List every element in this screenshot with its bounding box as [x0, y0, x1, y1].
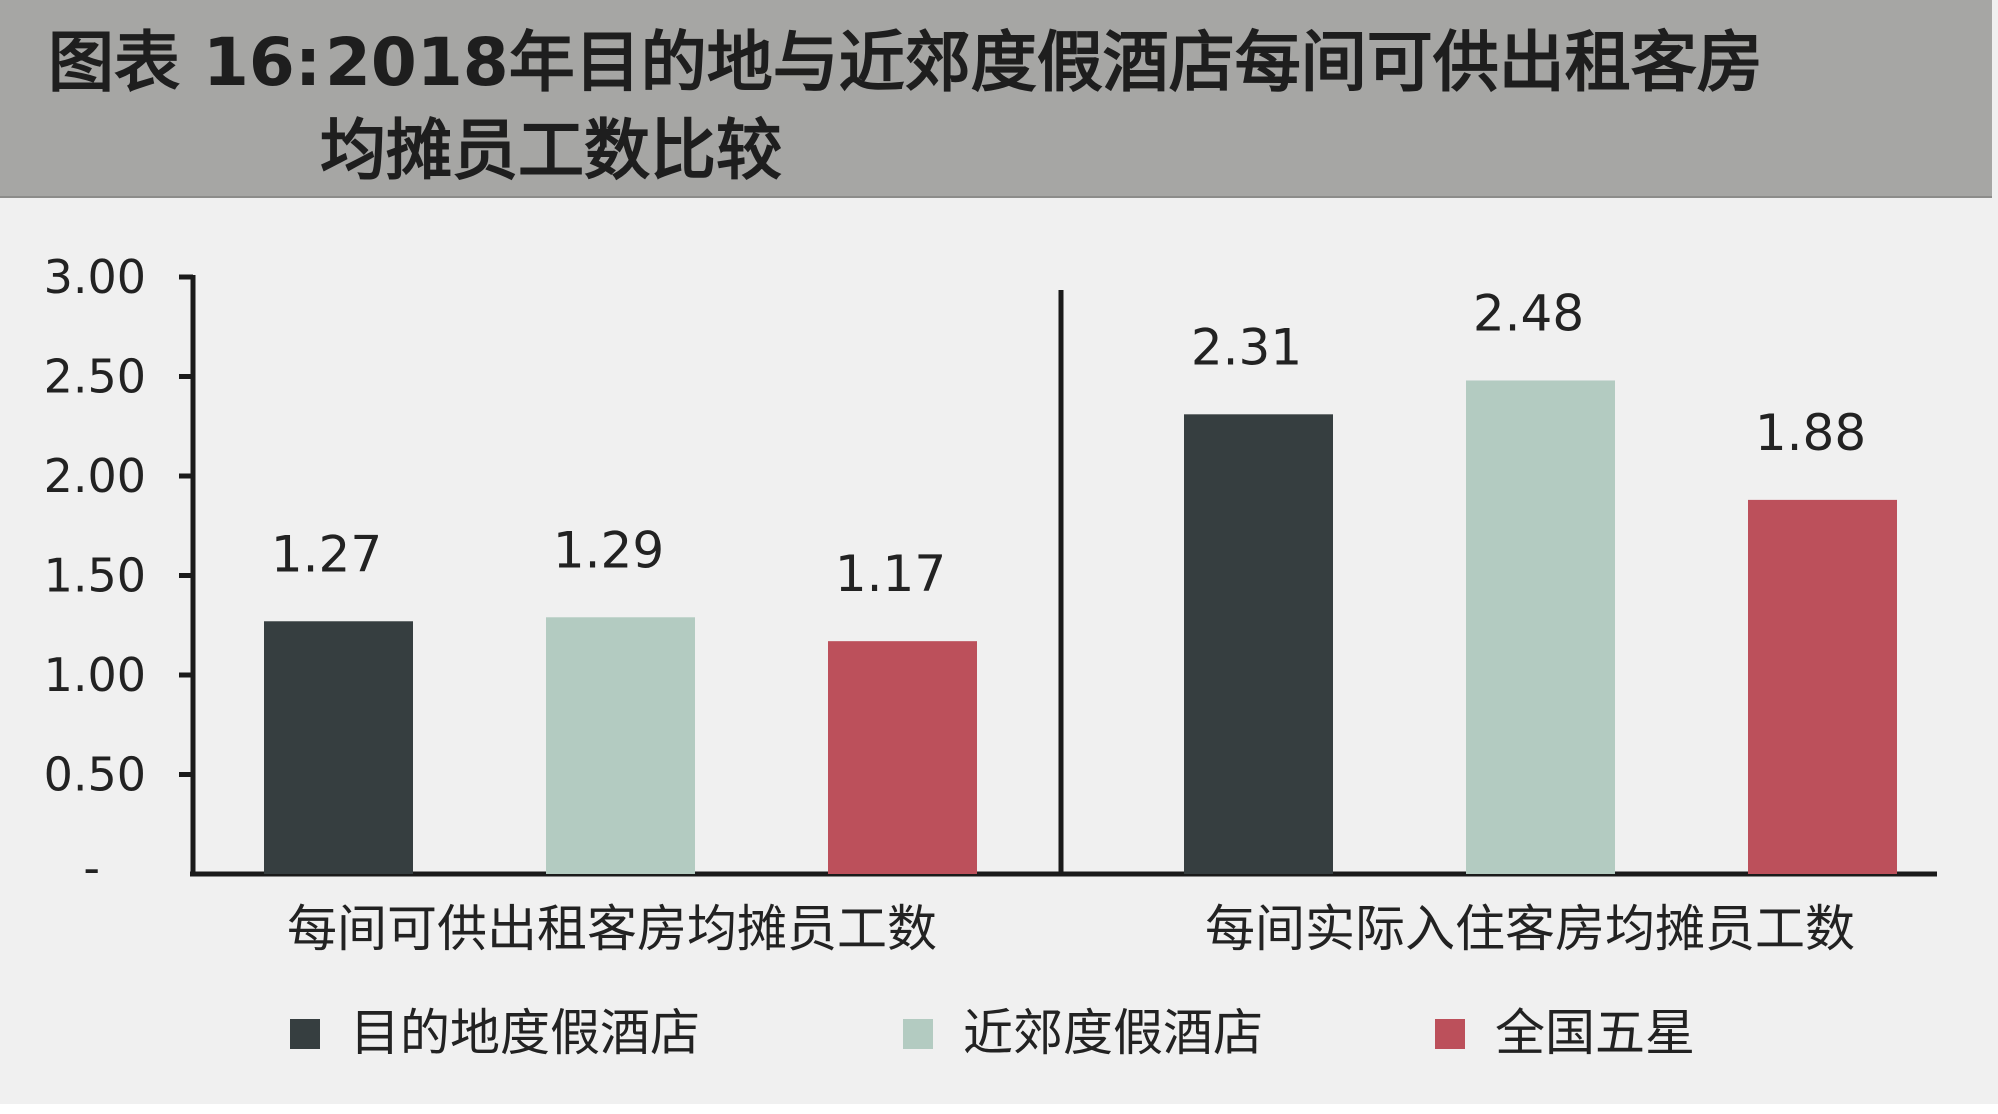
data-label: 1.88 — [1755, 404, 1866, 462]
title-bar: 图表 16: 2018年目的地与近郊度假酒店每间可供出租客房 均摊员工数比较 — [0, 0, 1992, 198]
y-tick-label: 3.00 — [44, 250, 146, 304]
y-tick-label: 0.50 — [44, 748, 146, 802]
category-label: 每间可供出租客房均摊员工数 — [287, 900, 937, 958]
bar — [264, 621, 413, 874]
bar — [546, 617, 695, 874]
y-tick-label: - — [83, 841, 100, 895]
bar-chart: - 0.50 1.00 1.50 2.00 2.50 3.00 1.27 2.31 1.29 2.4… — [44, 250, 1937, 958]
legend-label-national-five-star: 全国五星 — [1495, 1004, 1695, 1062]
y-tick-label: 1.00 — [44, 648, 146, 702]
bar — [1184, 414, 1333, 874]
legend-swatch-destination-resort — [290, 1019, 320, 1049]
bar — [1748, 499, 1897, 874]
legend-swatch-suburban-resort — [903, 1019, 933, 1049]
bar — [828, 641, 977, 874]
legend-label-suburban-resort: 近郊度假酒店 — [963, 1004, 1263, 1062]
category-label: 每间实际入住客房均摊员工数 — [1205, 900, 1855, 958]
legend: 目的地度假酒店 近郊度假酒店 全国五星 — [0, 1000, 1998, 1070]
data-label: 1.17 — [835, 545, 946, 603]
y-tick-label: 2.50 — [44, 350, 146, 404]
footer-strip — [0, 1104, 1998, 1114]
y-tick-label: 2.00 — [44, 449, 146, 503]
bar — [1466, 380, 1615, 874]
data-label: 1.27 — [271, 525, 382, 583]
legend-label-destination-resort: 目的地度假酒店 — [350, 1004, 700, 1062]
figure-number: 图表 16: — [48, 24, 322, 101]
data-label: 2.48 — [1473, 284, 1584, 342]
data-label: 2.31 — [1191, 318, 1302, 376]
y-tick-label: 1.50 — [44, 549, 146, 603]
legend-swatch-national-five-star — [1435, 1019, 1465, 1049]
chart-title-line-2: 均摊员工数比较 — [320, 112, 782, 189]
data-label: 1.29 — [553, 521, 664, 579]
chart-title-line-1: 2018年目的地与近郊度假酒店每间可供出租客房 — [325, 24, 1763, 101]
